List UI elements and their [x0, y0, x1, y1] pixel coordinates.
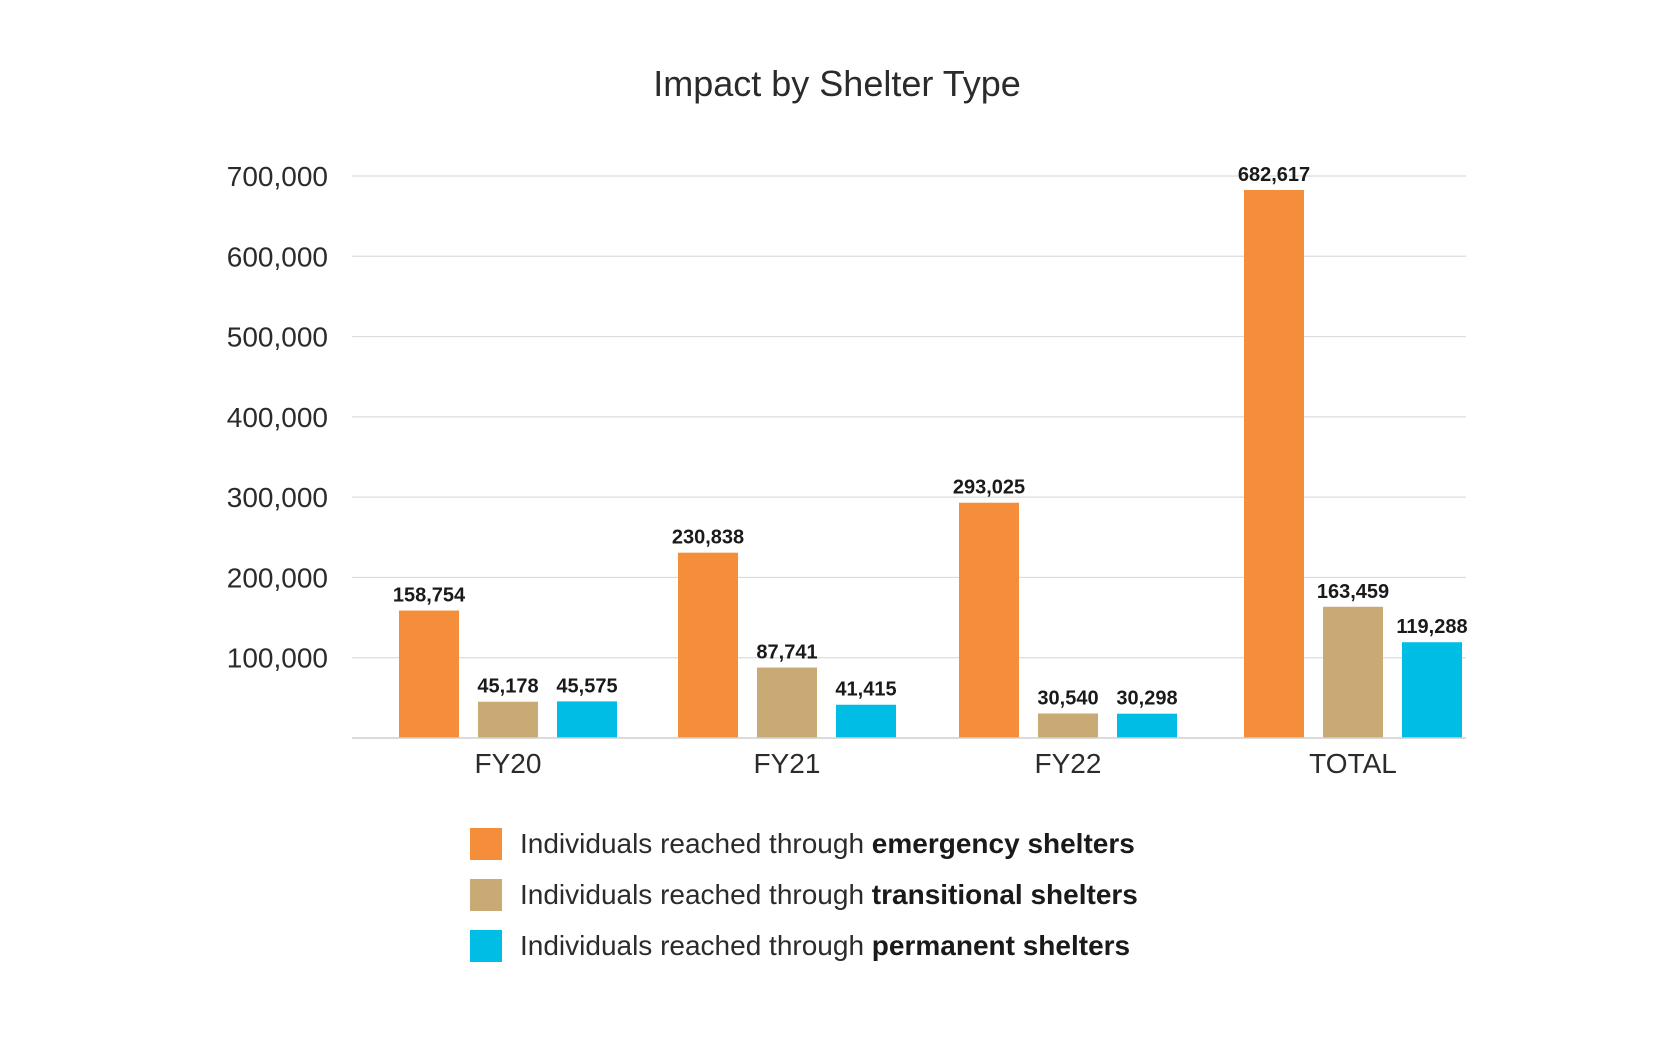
y-tick-label: 300,000 — [227, 482, 328, 513]
x-tick-label: FY22 — [1035, 748, 1102, 779]
data-label: 230,838 — [672, 527, 744, 549]
legend: Individuals reached through emergency sh… — [470, 827, 1138, 980]
legend-swatch-transitional — [470, 879, 502, 911]
bar-fy20-series-1 — [478, 701, 538, 738]
y-axis: 100,000 200,000 300,000 400,000 500,000 600,0… — [227, 161, 328, 674]
legend-swatch-permanent — [470, 930, 502, 962]
bar-fy22-series-0 — [959, 502, 1019, 738]
data-label: 119,288 — [1396, 616, 1467, 638]
bars — [399, 189, 1462, 739]
bar-total-series-0 — [1244, 189, 1304, 739]
x-tick-label: FY20 — [475, 748, 542, 779]
bar-total-series-1 — [1323, 606, 1383, 738]
data-label: 41,415 — [835, 679, 896, 701]
legend-swatch-emergency — [470, 828, 502, 860]
legend-label-transitional: Individuals reached through transitional… — [520, 879, 1138, 910]
x-axis: FY20 FY21 FY22 TOTAL — [352, 737, 1466, 779]
y-tick-label: 200,000 — [227, 562, 328, 593]
bar-fy20-series-2 — [557, 701, 617, 738]
bar-fy20-series-0 — [399, 610, 459, 738]
y-tick-label: 100,000 — [227, 643, 328, 674]
data-label: 45,575 — [556, 675, 617, 697]
bar-fy22-series-2 — [1117, 713, 1177, 738]
y-tick-label: 400,000 — [227, 402, 328, 433]
data-label: 682,617 — [1238, 164, 1310, 186]
bar-fy21-series-1 — [757, 667, 817, 738]
chart-title: Impact by Shelter Type — [653, 63, 1021, 104]
bar-fy21-series-2 — [836, 704, 896, 738]
data-label: 163,459 — [1317, 581, 1389, 603]
data-labels: 158,754 45,178 45,575 230,838 87,741 41,415 29… — [393, 164, 1468, 710]
data-label: 293,025 — [953, 477, 1025, 499]
data-label: 30,540 — [1037, 687, 1098, 709]
bar-fy22-series-1 — [1038, 713, 1098, 738]
y-tick-label: 700,000 — [227, 161, 328, 192]
data-label: 158,754 — [393, 585, 466, 607]
data-label: 30,298 — [1116, 688, 1177, 710]
legend-item-transitional: Individuals reached through transitional… — [470, 878, 1138, 912]
legend-label-emergency: Individuals reached through emergency sh… — [520, 828, 1135, 859]
x-tick-label: TOTAL — [1309, 748, 1397, 779]
y-tick-label: 500,000 — [227, 322, 328, 353]
x-tick-label: FY21 — [754, 748, 821, 779]
bar-total-series-2 — [1402, 642, 1462, 738]
legend-item-emergency: Individuals reached through emergency sh… — [470, 827, 1138, 861]
data-label: 87,741 — [756, 642, 817, 664]
y-tick-label: 600,000 — [227, 241, 328, 272]
data-label: 45,178 — [477, 676, 538, 698]
legend-item-permanent: Individuals reached through permanent sh… — [470, 929, 1138, 963]
legend-label-permanent: Individuals reached through permanent sh… — [520, 930, 1131, 961]
bar-fy21-series-0 — [678, 552, 738, 738]
